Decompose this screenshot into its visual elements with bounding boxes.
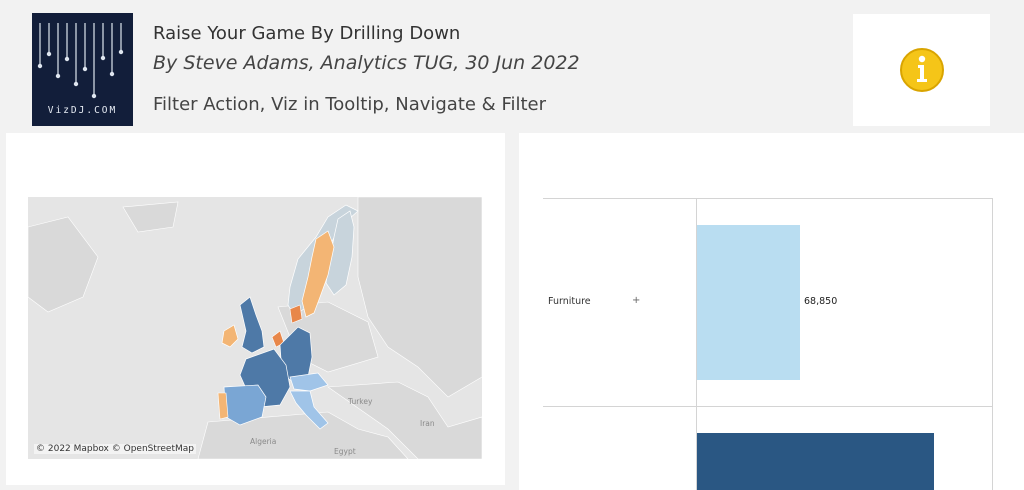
dashboard-title: Raise Your Game By Drilling Down [153, 23, 461, 44]
dashboard-tagline: Filter Action, Viz in Tooltip, Navigate … [153, 94, 547, 115]
country-italy [289, 390, 329, 430]
map-attribution[interactable]: © 2022 Mapbox © OpenStreetMap [34, 444, 196, 454]
map-label-iran: Iran [420, 419, 435, 428]
expand-furniture-button[interactable]: + [632, 295, 641, 306]
map-shapes [28, 197, 482, 459]
vizdj-logo: VizDJ.COM [32, 13, 133, 126]
logo-text: VizDJ.COM [47, 105, 118, 116]
logo-lines-graphic [37, 23, 124, 99]
bar-next-category[interactable] [697, 433, 934, 490]
country-ireland [221, 324, 239, 348]
axis-line [696, 198, 697, 490]
info-panel [853, 14, 990, 126]
right-border [992, 198, 993, 490]
top-border [543, 198, 993, 199]
bar-furniture[interactable] [697, 225, 800, 380]
country-sweden [301, 230, 335, 318]
row-divider [543, 406, 993, 407]
info-icon[interactable] [899, 47, 945, 93]
bar-chart-panel: Furniture + 68,850 [519, 133, 1024, 490]
europe-map[interactable]: Turkey Iran Algeria Egypt © 2022 Mapbox … [28, 197, 482, 459]
country-portugal [217, 392, 229, 420]
map-label-egypt: Egypt [334, 447, 356, 456]
country-uk [239, 296, 265, 354]
country-austria [289, 372, 329, 392]
category-label-furniture: Furniture [548, 296, 591, 307]
map-label-turkey: Turkey [348, 397, 373, 406]
map-panel: Turkey Iran Algeria Egypt © 2022 Mapbox … [6, 133, 505, 485]
bar-value-furniture: 68,850 [804, 296, 838, 307]
map-label-algeria: Algeria [250, 437, 277, 446]
dashboard-subtitle: By Steve Adams, Analytics TUG, 30 Jun 20… [153, 52, 580, 74]
country-denmark [289, 304, 303, 324]
